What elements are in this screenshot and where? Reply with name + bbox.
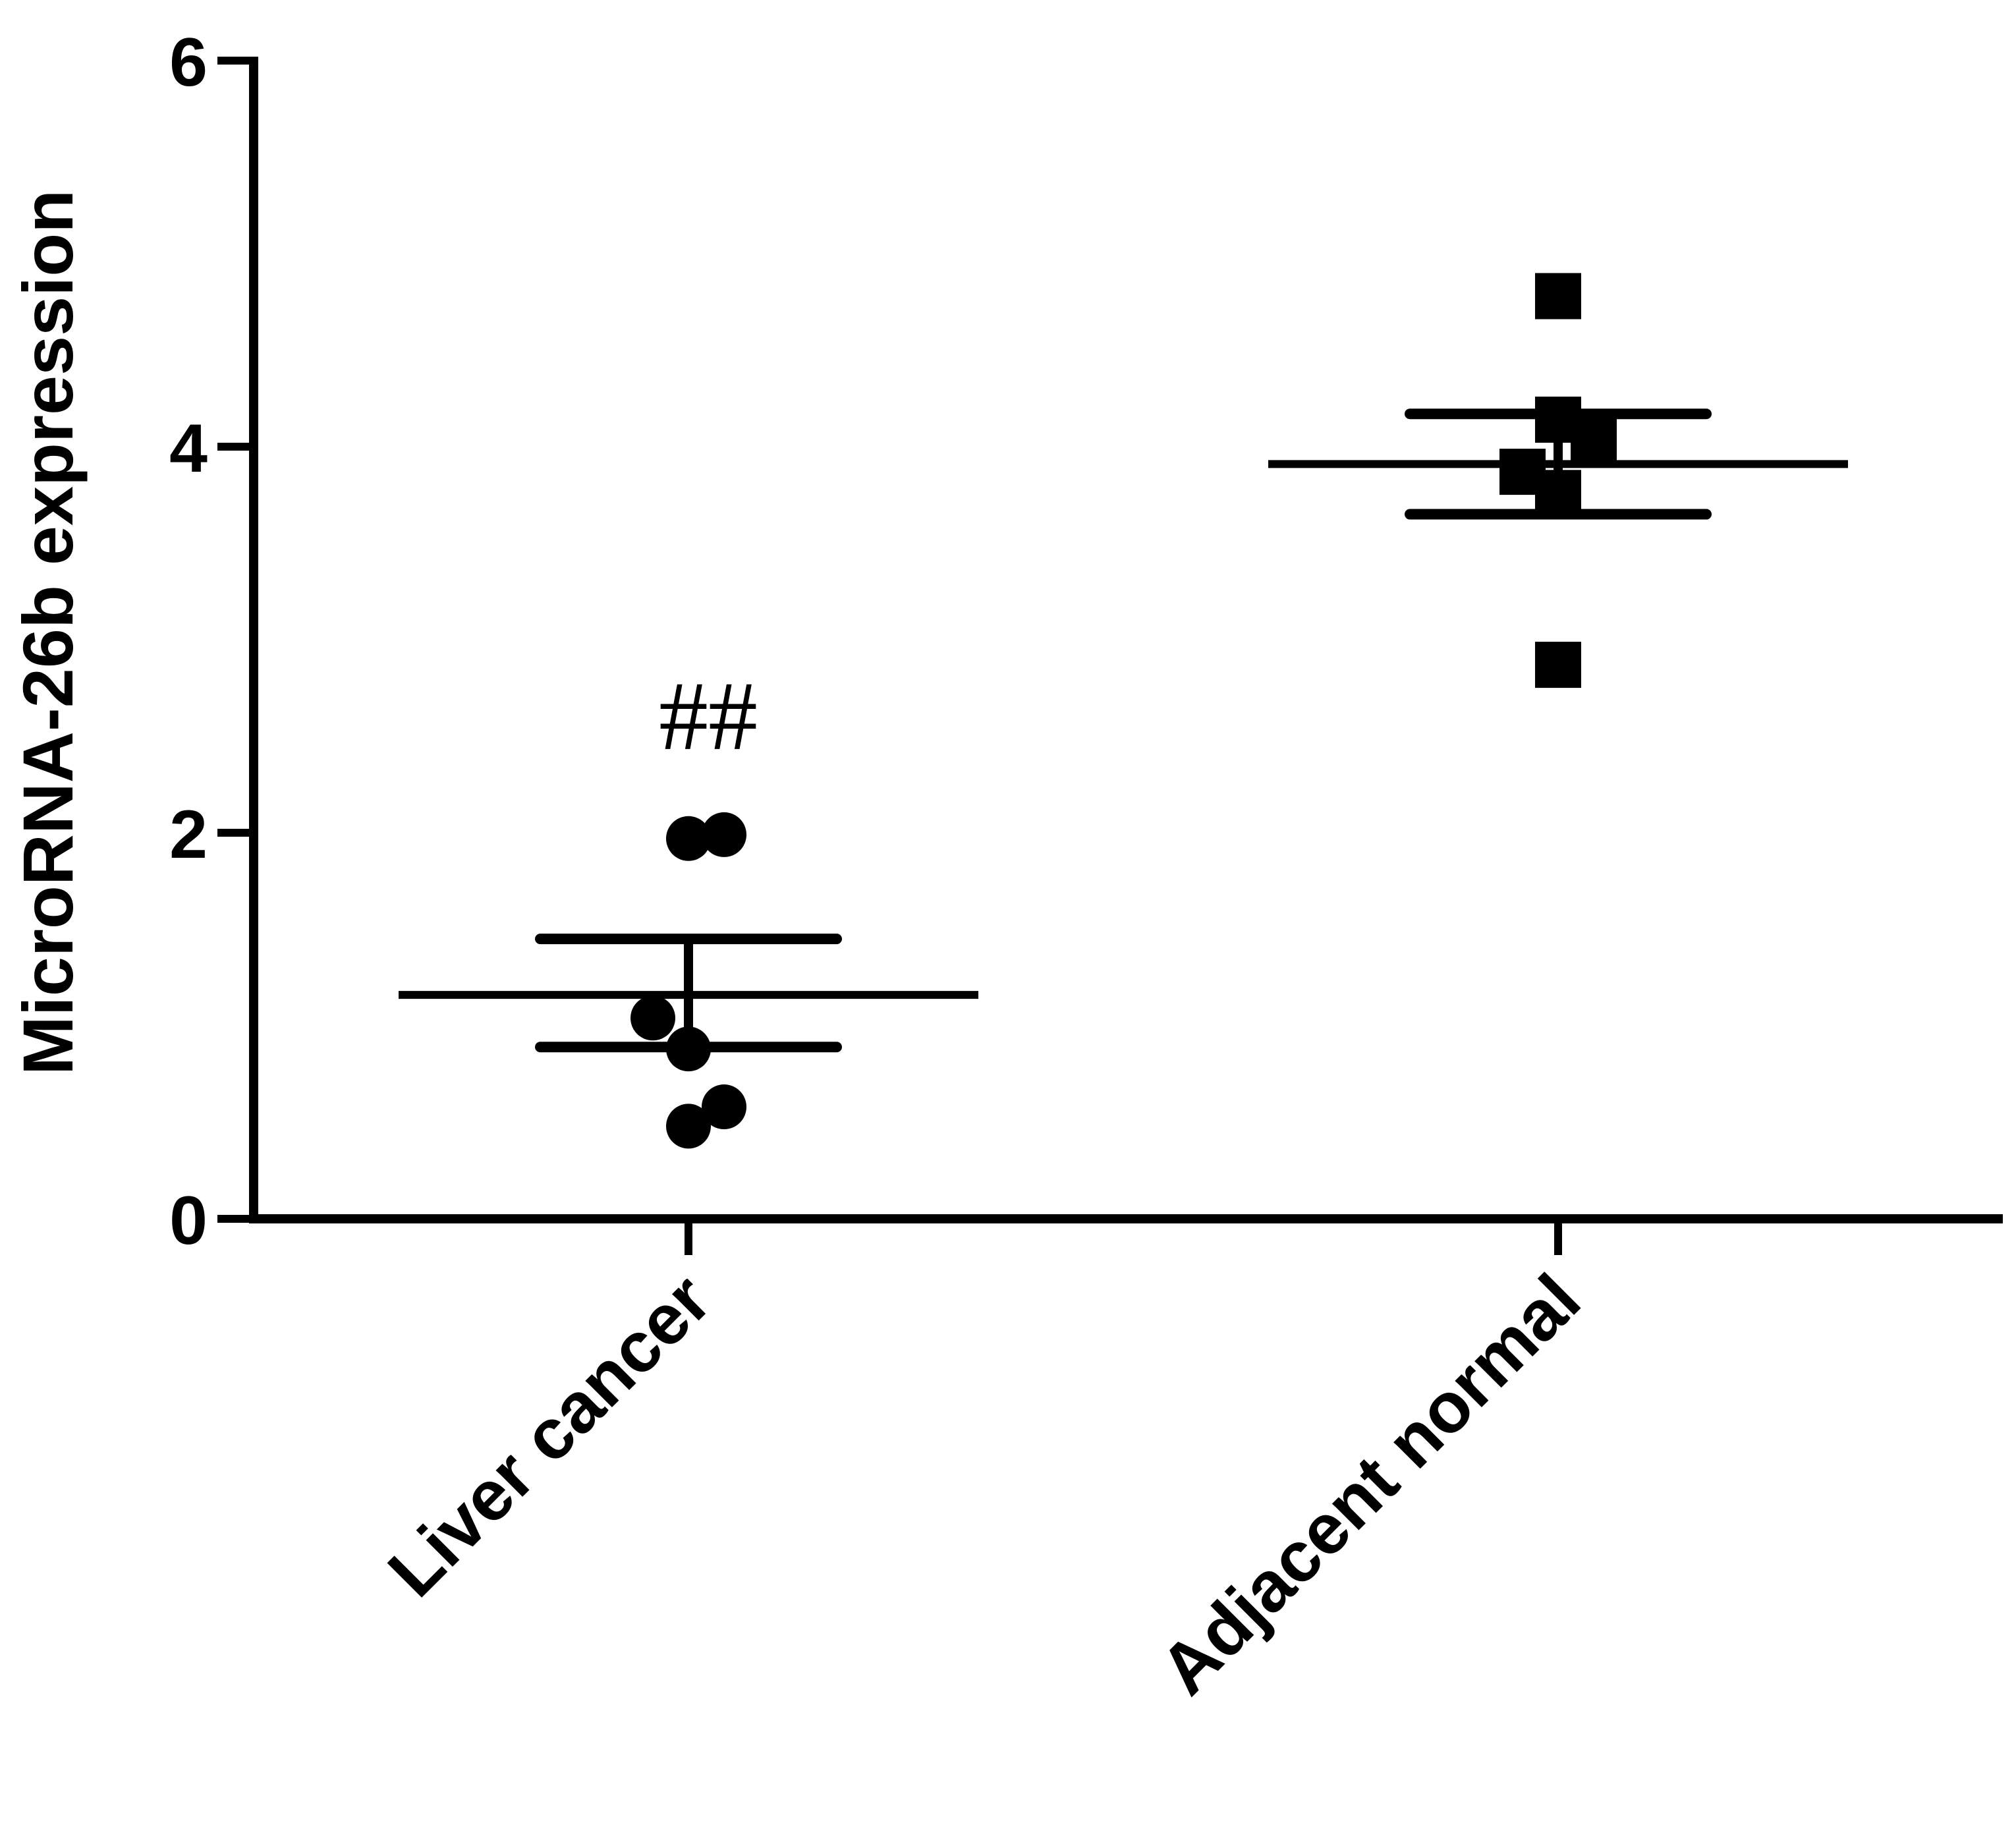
y-tick-label: 0: [169, 1183, 208, 1259]
data-point: [1535, 273, 1581, 320]
axes: [217, 57, 2003, 1255]
significance-annotation: ##: [659, 661, 758, 771]
y-tick-label: 4: [169, 410, 208, 487]
data-point: [666, 1104, 711, 1149]
data-point: [1535, 642, 1581, 688]
labels: MicroRNA-26b expression 0 2 4 6 Liver cancer…: [8, 24, 1595, 1710]
y-tick-label: 6: [169, 24, 208, 101]
x-category-label: Adjacent normal: [1144, 1259, 1595, 1710]
data-point: [630, 995, 675, 1041]
x-category-label: Liver cancer: [373, 1259, 726, 1612]
data-point: [666, 816, 711, 861]
data-point: [1535, 470, 1581, 517]
data-point: [666, 1026, 711, 1072]
data-point: [1571, 418, 1617, 464]
y-tick-label: 2: [169, 797, 208, 873]
data-point: [702, 812, 746, 857]
y-axis-title: MicroRNA-26b expression: [8, 190, 88, 1075]
data-point: [702, 1084, 746, 1130]
marks: [399, 273, 1848, 1149]
